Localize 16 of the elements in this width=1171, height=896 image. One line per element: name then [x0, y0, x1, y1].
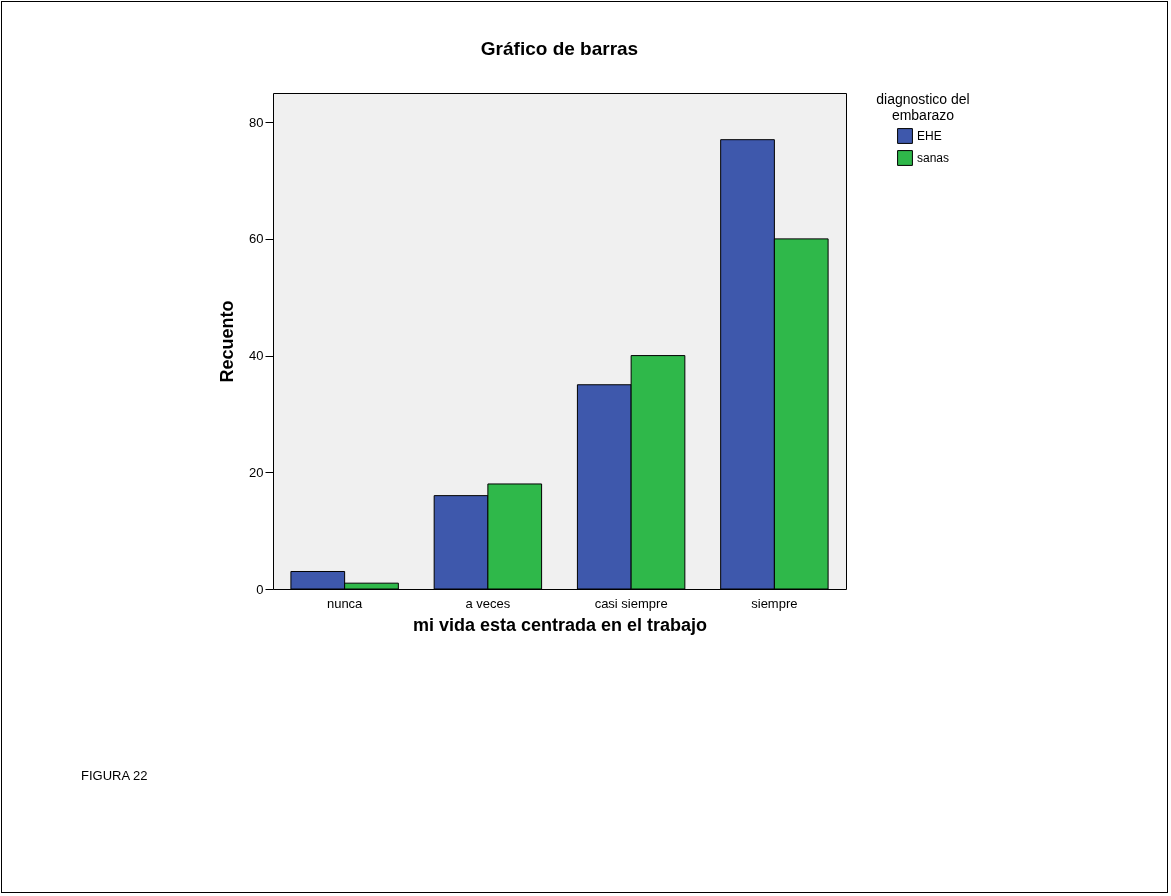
text: FIGURA 22 [81, 768, 148, 783]
y-tick-label: 60 [249, 231, 264, 247]
legend-label: sanas [917, 151, 950, 165]
x-tick-label: nunca [326, 595, 364, 611]
y-tick-label: 80 [249, 114, 264, 130]
x-axis-title: mi vida esta centrada en el trabajo [412, 614, 708, 635]
chart-title: Gráfico de barras [480, 38, 639, 59]
x-tick-label: a veces [465, 595, 511, 611]
y-tick-label: 20 [249, 464, 264, 480]
y-axis-title: Recuento [217, 300, 238, 383]
x-tick-label: siempre [751, 595, 798, 611]
y-tick-label: 40 [249, 348, 264, 364]
legend-title: diagnostico del embarazo [876, 91, 970, 123]
legend-label: EHE [917, 129, 942, 143]
x-tick-label: casi siempre [594, 595, 668, 611]
y-tick-label: 0 [256, 581, 264, 597]
